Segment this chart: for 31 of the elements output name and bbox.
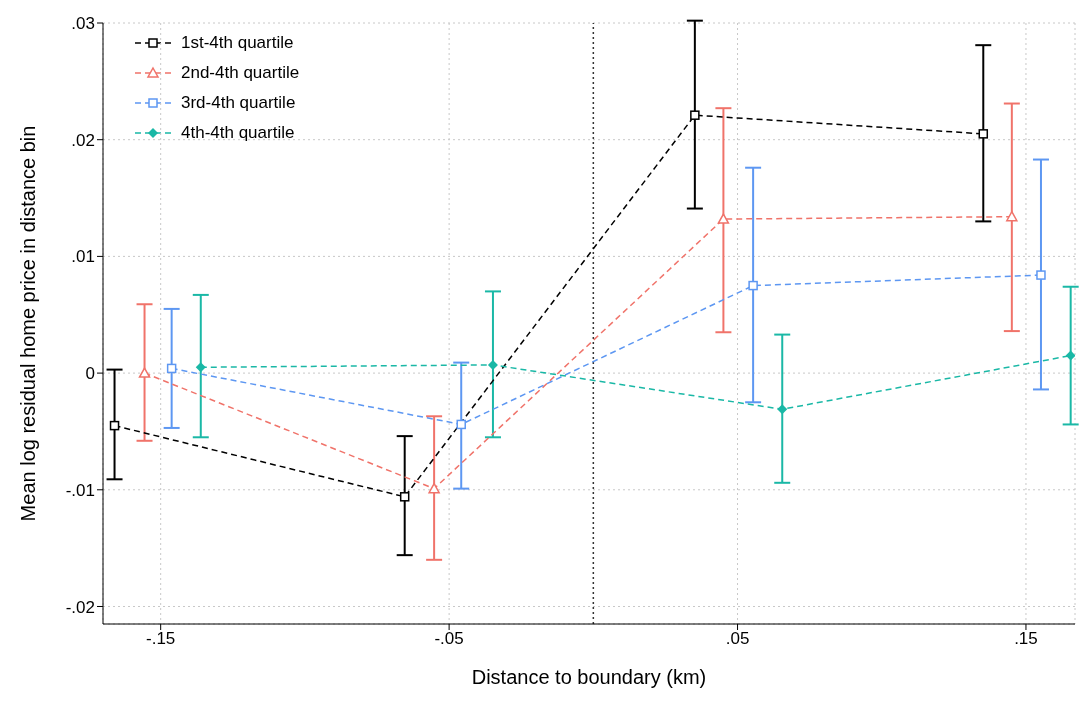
y-axis-title: Mean log residual home price in distance bin (17, 125, 40, 522)
point (690, 110, 700, 120)
x-tick-label: .05 (725, 629, 750, 649)
point (456, 419, 466, 430)
x-tick-label: -.05 (434, 629, 464, 649)
point (717, 213, 730, 224)
y-tick-label: .03 (71, 14, 95, 34)
point (748, 280, 758, 291)
point (1065, 350, 1075, 361)
point (428, 482, 440, 494)
legend-label: 2nd-4th quartile (181, 63, 300, 83)
point (978, 129, 989, 139)
x-tick-label: -.15 (146, 629, 176, 649)
point (166, 363, 177, 374)
point (777, 404, 788, 415)
point (138, 367, 151, 378)
legend-label: 4th-4th quartile (181, 123, 295, 143)
legend-label: 1st-4th quartile (181, 33, 294, 53)
y-tick-label: -.02 (65, 597, 95, 617)
y-tick-label: -.01 (65, 480, 95, 500)
legend-label: 3rd-4th quartile (181, 93, 296, 113)
y-tick-label: .01 (71, 247, 95, 267)
point (195, 362, 206, 373)
point (109, 420, 120, 431)
y-tick-label: 0 (85, 364, 95, 384)
x-tick-label: .15 (1014, 629, 1038, 649)
x-axis-title: Distance to boundary (km) (471, 666, 707, 688)
y-tick-label: .02 (71, 130, 95, 150)
point (399, 492, 410, 502)
point (1006, 210, 1018, 222)
point (1036, 270, 1046, 280)
